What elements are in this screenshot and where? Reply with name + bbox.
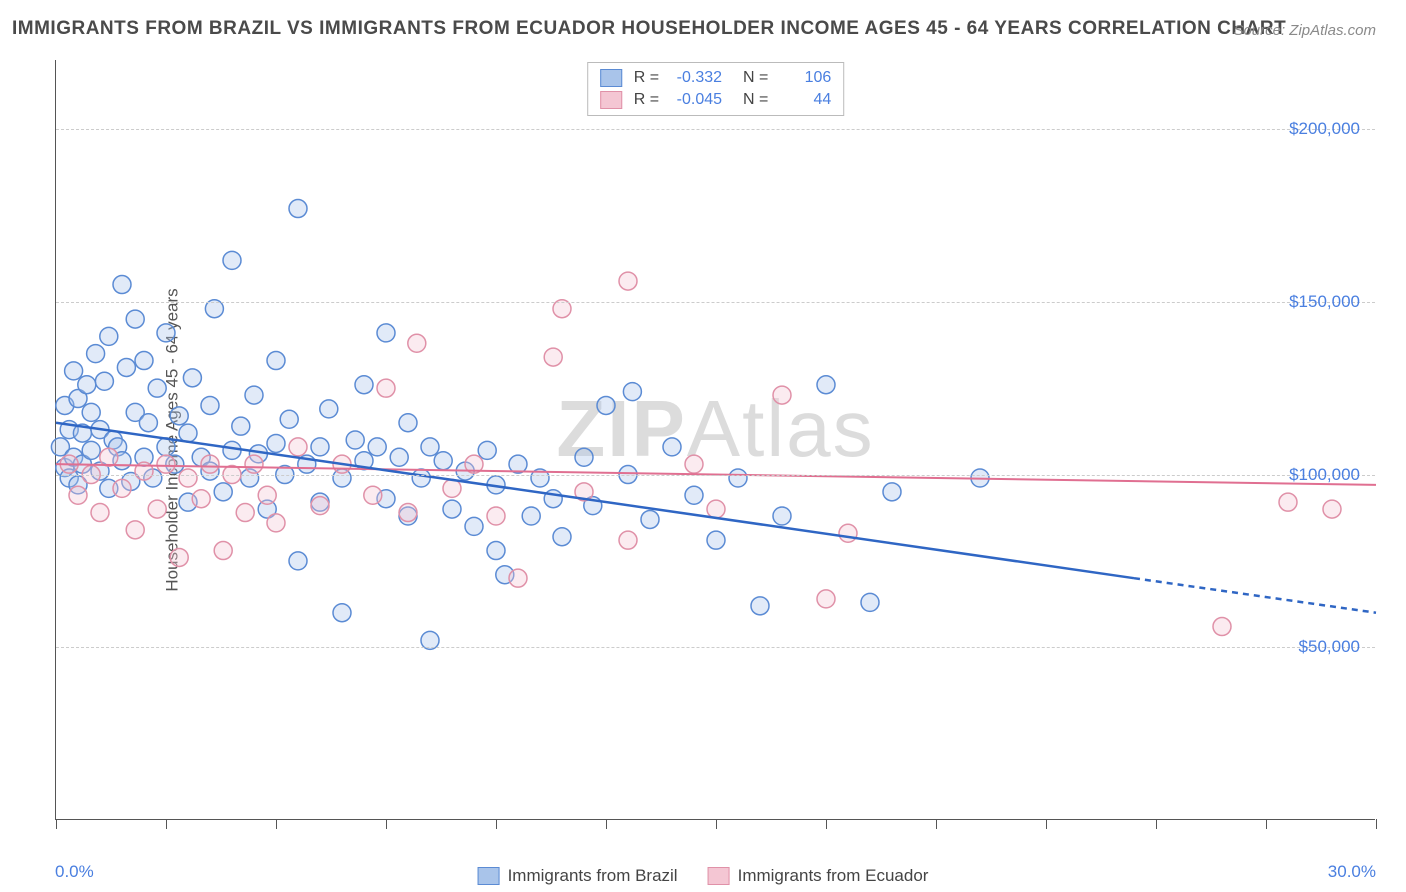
legend-swatch-icon [708,867,730,885]
y-tick-label: $200,000 [1289,119,1360,139]
legend-item-ecuador: Immigrants from Ecuador [708,866,929,886]
legend-label-ecuador: Immigrants from Ecuador [738,866,929,886]
x-axis-max-label: 30.0% [1328,862,1376,882]
n-value-ecuador: 44 [776,91,831,109]
chart-source: Source: ZipAtlas.com [1233,22,1376,39]
plot-area: ZIPAtlas Householder Income Ages 45 - 64… [55,60,1375,820]
correlation-legend: R = -0.332 N = 106 R = -0.045 N = 44 [587,62,845,116]
y-tick-label: $50,000 [1299,637,1360,657]
chart-title: IMMIGRANTS FROM BRAZIL VS IMMIGRANTS FRO… [12,18,1286,40]
r-label: R = [634,91,659,109]
n-label: N = [734,91,768,109]
y-tick-label: $150,000 [1289,292,1360,312]
legend-swatch-brazil [600,69,622,87]
r-value-ecuador: -0.045 [667,91,722,109]
series-legend: Immigrants from Brazil Immigrants from E… [478,866,929,886]
r-label: R = [634,69,659,87]
r-value-brazil: -0.332 [667,69,722,87]
legend-row-ecuador: R = -0.045 N = 44 [600,89,832,111]
x-axis-min-label: 0.0% [55,862,94,882]
legend-row-brazil: R = -0.332 N = 106 [600,67,832,89]
n-value-brazil: 106 [776,69,831,87]
y-tick-label: $100,000 [1289,465,1360,485]
legend-label-brazil: Immigrants from Brazil [508,866,678,886]
legend-swatch-icon [478,867,500,885]
legend-item-brazil: Immigrants from Brazil [478,866,678,886]
legend-swatch-ecuador [600,91,622,109]
scatter-svg [56,60,1375,819]
n-label: N = [734,69,768,87]
